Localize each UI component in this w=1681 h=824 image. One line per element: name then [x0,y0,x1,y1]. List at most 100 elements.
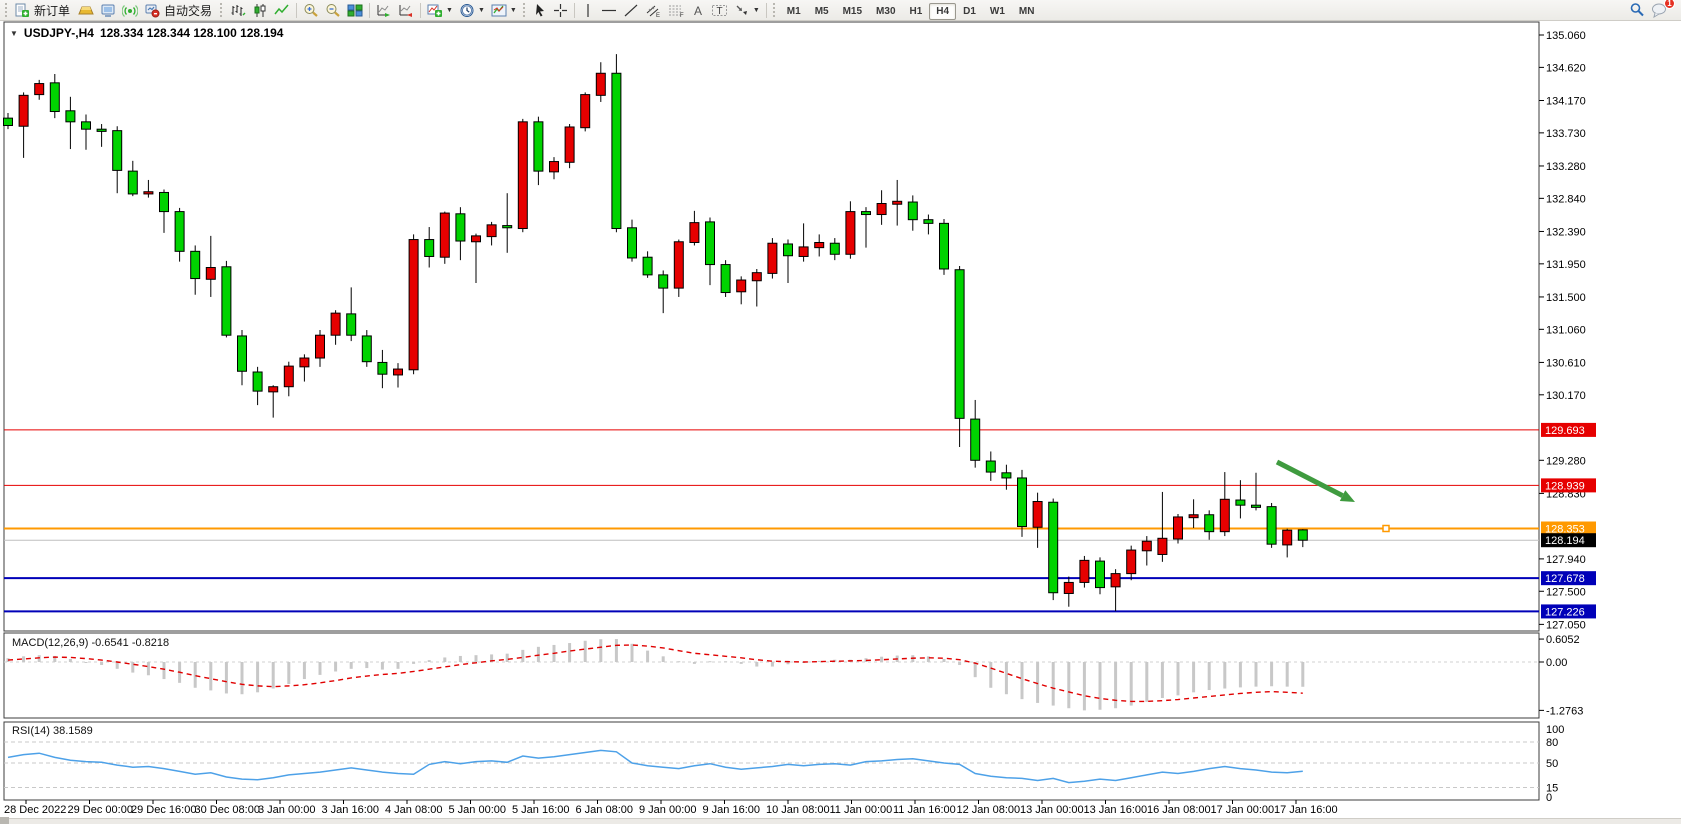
macd-histogram-bar [1004,662,1008,695]
candle [892,200,903,205]
svg-text:F: F [680,13,684,18]
period-button-M5[interactable]: M5 [814,6,829,17]
toolbar-separator [420,2,422,18]
fibonacci-icon: F [668,5,684,18]
new-order-button[interactable]: 新订单 [12,1,75,20]
candle [1079,559,1090,583]
text-label-button[interactable]: T [708,1,731,20]
search-button[interactable] [1626,1,1648,20]
cursor-button[interactable] [530,1,550,20]
macd-histogram-bar [396,662,400,669]
macd-histogram-bar [1051,662,1055,706]
search-icon [1630,3,1644,17]
macd-histogram-bar [536,646,540,662]
text-button[interactable]: A [688,1,708,20]
arrows-button[interactable]: ▼ [731,1,763,20]
candle [1032,500,1043,528]
auto-scroll-button[interactable] [373,1,395,20]
period-button-D1[interactable]: D1 [963,6,976,17]
zoom-in-icon [304,3,318,17]
terminal-button[interactable] [97,1,119,20]
crosshair-button[interactable] [550,1,571,20]
collapse-triangle-icon[interactable]: ▼ [10,28,18,38]
macd-histogram-bar [739,662,743,664]
candle [205,267,216,280]
price-tick-label: 127.940 [1546,554,1586,566]
zoom-out-button[interactable] [322,1,344,20]
bar-chart-button[interactable] [227,1,249,20]
period-button-H1[interactable]: H1 [909,6,923,17]
candle [1297,529,1308,541]
candle [486,224,497,238]
templates-button[interactable]: ▼ [488,1,520,20]
level-price-box [1541,533,1596,548]
line-chart-button[interactable] [271,1,293,20]
candle [1001,472,1012,479]
vline-button[interactable] [578,1,598,20]
dropdown-caret-icon: ▼ [477,6,485,14]
dropdown-caret-icon: ▼ [446,6,453,14]
candle [1048,501,1059,594]
level-price-box [1541,604,1596,619]
channel-button[interactable]: E [642,1,665,20]
dropdown-caret-icon: ▼ [752,6,760,14]
price-tick-label: 131.500 [1546,292,1586,304]
macd-histogram-bar [334,662,338,672]
macd-histogram-bar [1129,662,1133,706]
signals-button[interactable] [119,1,141,20]
candle [1266,506,1277,545]
price-tick-label: 130.610 [1546,357,1586,369]
candle [237,335,247,372]
macd-histogram-bar [630,643,634,662]
macd-histogram-bar [427,660,431,662]
time-axis-label: 9 Jan 00:00 [639,804,697,816]
time-axis-label: 13 Jan 16:00 [1084,804,1148,816]
chart-shift-button[interactable] [395,1,417,20]
candle [1204,514,1215,533]
macd-axis-label: 0.00 [1546,657,1567,669]
trend-arrow[interactable] [1275,459,1344,498]
chat-button[interactable]: 1 [1648,0,1675,20]
candle [1188,514,1199,519]
macd-histogram-bar [68,658,72,662]
autotrade-icon [145,4,160,17]
period-button-M1[interactable]: M1 [786,6,801,17]
price-tick-label: 132.840 [1546,193,1586,205]
candle [876,202,887,216]
gold-button[interactable] [75,1,97,20]
autotrade-button[interactable]: 自动交易 [141,1,217,20]
candlestick-button[interactable] [249,1,271,20]
horizontal-scrollbar[interactable] [0,818,1681,824]
candle [736,279,747,293]
candle [783,243,793,257]
trendline-button[interactable] [620,1,642,20]
candle [1235,499,1246,506]
zoom-in-button[interactable] [300,1,322,20]
period-button-H4[interactable]: H4 [929,3,957,20]
time-axis-label: 13 Jan 00:00 [1020,804,1084,816]
indicators-button[interactable]: ▼ [424,1,456,20]
macd-histogram-bar [287,662,291,684]
scrollbar-thumb[interactable] [0,817,9,824]
candle [1251,504,1261,508]
line-handle[interactable] [1382,524,1390,533]
rsi-axis-label: 100 [1546,724,1564,736]
price-tick-label: 134.620 [1546,62,1586,74]
macd-histogram-bar [380,662,384,670]
tile-windows-button[interactable] [344,1,366,20]
candle [502,225,513,229]
level-price-label: 128.939 [1545,480,1585,492]
signal-icon [122,4,139,17]
candle [283,365,294,388]
fibonacci-button[interactable]: F [665,1,688,20]
period-button-M30[interactable]: M30 [876,6,896,17]
macd-histogram-bar [1160,662,1164,699]
macd-histogram-bar [1082,662,1086,711]
period-button-M15[interactable]: M15 [842,6,863,17]
period-button-W1[interactable]: W1 [989,6,1005,17]
hline-button[interactable] [598,1,620,20]
period-button-MN[interactable]: MN [1018,6,1035,17]
periods-button[interactable]: ▼ [456,1,488,20]
candle [767,242,778,274]
